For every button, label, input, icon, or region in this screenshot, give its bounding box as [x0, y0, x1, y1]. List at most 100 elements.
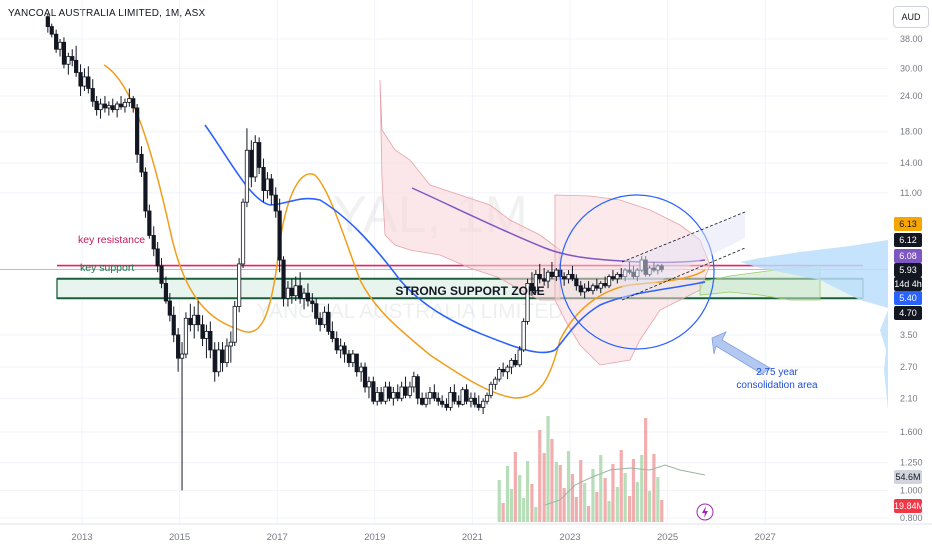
candle: [220, 342, 225, 372]
candle: [586, 281, 591, 292]
candle-body-down: [346, 353, 352, 363]
volume-bar: [497, 480, 501, 522]
candle-body-down: [472, 397, 477, 405]
volume-bar: [546, 416, 550, 522]
candle: [54, 29, 59, 53]
price-label: 5.93: [894, 263, 922, 277]
candle: [448, 386, 453, 411]
candle-body-down: [529, 283, 535, 292]
candle-body-up: [411, 376, 416, 388]
candle-body-down: [464, 389, 469, 402]
price-label: 19.84M: [894, 499, 925, 513]
candle: [224, 338, 230, 368]
candle-body-down: [549, 271, 555, 277]
volume-bar: [558, 465, 562, 522]
candle: [493, 376, 498, 390]
candle-body-down: [143, 171, 148, 212]
candle-body-up: [322, 311, 327, 326]
candle-body-up: [497, 369, 502, 380]
candle-body-down: [257, 142, 262, 168]
candle-body-down: [147, 210, 152, 236]
candle-body-up: [179, 353, 185, 359]
volume-bar: [538, 430, 542, 522]
candle-body-down: [354, 353, 359, 373]
candle: [566, 270, 571, 284]
price-label: 5.40: [894, 291, 922, 305]
candle: [387, 381, 392, 402]
candle-body-up: [460, 389, 465, 405]
candle-body-down: [94, 100, 99, 111]
candle: [74, 45, 79, 77]
candle: [420, 392, 425, 406]
candle-body-up: [590, 285, 596, 292]
candle: [342, 342, 347, 363]
price-tick: 30.00: [900, 63, 923, 73]
candle: [147, 204, 152, 239]
candle-body-down: [171, 314, 176, 336]
candle: [118, 96, 124, 110]
candle-body-down: [452, 392, 457, 402]
candle: [240, 198, 246, 269]
volume-bar: [579, 460, 583, 522]
candle-body-down: [159, 265, 164, 284]
candle-body-down: [542, 278, 547, 282]
price-tick: 3.50: [900, 330, 918, 340]
candle-body-down: [135, 107, 140, 155]
candle-body-up: [448, 392, 453, 408]
candle: [212, 342, 217, 382]
price-label: 6.08: [894, 249, 922, 263]
key-support-label: key support: [80, 262, 134, 274]
candle-body-up: [484, 394, 490, 402]
candle-body-up: [582, 287, 587, 293]
candle: [354, 353, 359, 377]
volume-ma: [544, 464, 706, 506]
candle: [106, 101, 111, 116]
volume-bar: [656, 477, 660, 522]
candle: [509, 358, 514, 375]
candle-body-up: [407, 386, 413, 396]
candle-body-down: [395, 392, 400, 399]
candle-body-up: [293, 285, 298, 297]
candle: [257, 137, 262, 175]
arrow-icon: [711, 331, 771, 375]
candle-body-up: [493, 378, 498, 385]
volume-bar: [652, 454, 656, 522]
candle: [460, 386, 465, 406]
candle: [603, 276, 608, 289]
candle-body-up: [237, 263, 242, 307]
time-axis: 2013 2015 2017 2019 2021 2023 2025 2027: [0, 523, 932, 543]
candle-body-up: [232, 306, 237, 343]
candle: [375, 386, 380, 406]
candle: [232, 300, 237, 347]
candle: [338, 338, 343, 359]
candle-body-down: [90, 88, 95, 102]
candle: [570, 265, 575, 282]
candle-body-up: [525, 283, 530, 322]
price-label: 14d 4h: [894, 277, 922, 291]
consolidation-label-1: 2.75 year: [756, 367, 798, 378]
candle: [61, 37, 67, 69]
candle-body-down: [387, 386, 392, 399]
candle: [379, 386, 384, 405]
candle-body-up: [517, 349, 522, 366]
volume-bar: [627, 496, 632, 522]
candle: [533, 270, 538, 294]
volume-bar: [631, 459, 636, 522]
price-label: 4.70: [894, 306, 922, 320]
candle: [395, 384, 400, 402]
price-label: 54.6M: [894, 470, 922, 484]
price-tick: 1.000: [900, 485, 923, 495]
currency-selector[interactable]: AUD: [893, 6, 929, 28]
volume-bar: [562, 488, 566, 522]
support-zone-label: STRONG SUPPORT ZONE: [395, 284, 544, 298]
candle-body-up: [554, 269, 559, 277]
volume-bar: [623, 473, 627, 522]
candle: [391, 386, 396, 406]
candle-body-down: [118, 103, 124, 108]
candle-body-down: [570, 273, 575, 280]
candle: [289, 278, 294, 304]
candle: [298, 272, 303, 304]
candle-body-down: [586, 287, 591, 292]
candle: [484, 392, 490, 405]
